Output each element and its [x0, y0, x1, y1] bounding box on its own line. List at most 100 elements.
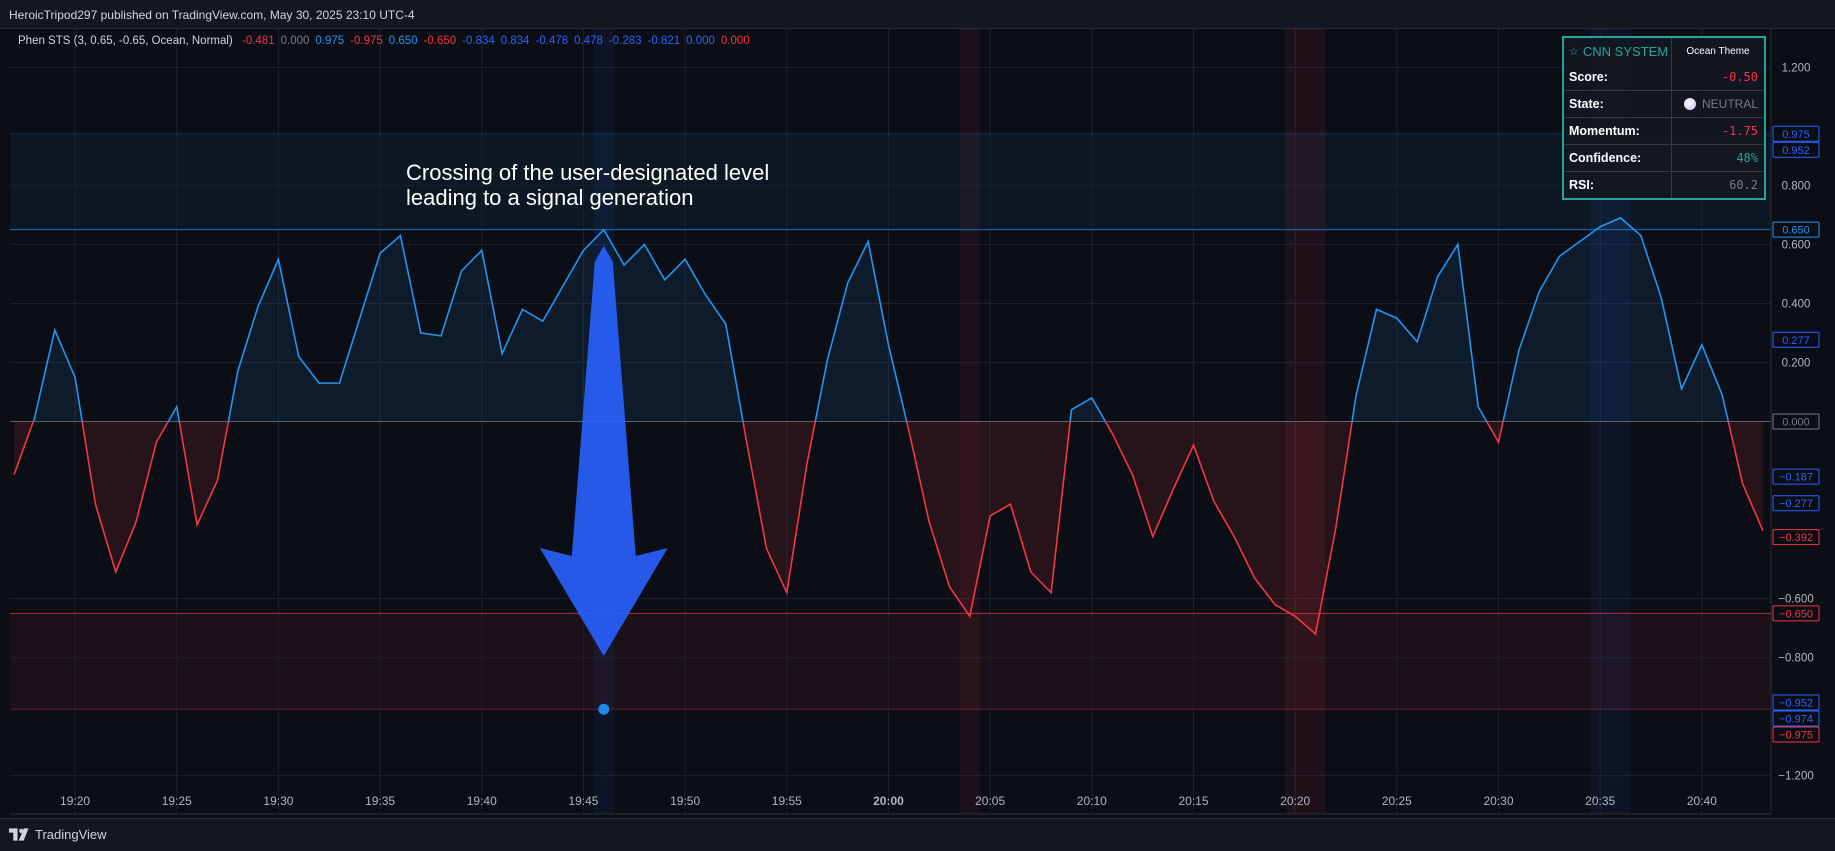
bull-line-segment [167, 404, 181, 422]
price-label-box [1772, 125, 1820, 142]
table-row-value: 48% [1736, 151, 1758, 165]
price-label: 0.650 [1782, 225, 1810, 237]
price-label-box [1772, 413, 1820, 430]
x-tick-label: 19:20 [60, 794, 90, 808]
legend-value: -0.834 [462, 35, 495, 47]
area-fill [1503, 217, 1729, 422]
legend-value: -0.481 [241, 35, 275, 47]
price-label-box [1772, 221, 1820, 238]
x-tick-label: 20:05 [975, 794, 1005, 808]
down-arrow-icon [539, 246, 668, 656]
signal-dot [598, 703, 610, 715]
annotation-line-2: leading to a signal generation [406, 185, 694, 210]
x-tick-label: 20:15 [1178, 794, 1208, 808]
x-tick-label: 20:20 [1280, 794, 1310, 808]
x-tick-label: 19:50 [670, 794, 700, 808]
tradingview-logo[interactable]: TradingView [9, 827, 107, 842]
x-tick-label: 20:00 [873, 794, 904, 808]
area-fill [742, 421, 816, 593]
area-fill [1352, 244, 1487, 422]
annotation-text: Crossing of the user-designated level le… [406, 160, 769, 210]
price-label: −0.975 [1779, 729, 1813, 741]
y-tick-label: 1.200 [1782, 62, 1811, 74]
price-label: 0.952 [1782, 145, 1810, 157]
price-label-box [1772, 726, 1820, 743]
price-label: −0.952 [1779, 697, 1813, 709]
state-dot-icon [1683, 98, 1696, 110]
table-row-label: Momentum: [1564, 118, 1672, 144]
y-tick-label: 0.200 [1782, 357, 1811, 369]
price-label-box [1772, 331, 1820, 348]
y-tick-label: 0.400 [1782, 298, 1811, 310]
table-row-value: NEUTRAL [1672, 91, 1764, 117]
price-label: −0.974 [1779, 713, 1813, 725]
price-label: 0.975 [1782, 129, 1810, 141]
price-label-box [1772, 694, 1820, 711]
legend-value: -0.650 [423, 35, 457, 47]
legend-value: -0.283 [608, 35, 642, 47]
bear-line-segment [742, 421, 817, 596]
table-title: ☆ CNN SYSTEM [1564, 38, 1672, 64]
star-icon: ☆ [1569, 45, 1579, 58]
legend-value: -0.821 [647, 35, 681, 47]
indicator-values: -0.481 0.000 0.975 -0.975 0.650 -0.650 -0.834 0… [242, 35, 756, 47]
publish-info: HeroicTripod297 published on TradingView… [9, 8, 415, 22]
table-row-value: 60.2 [1729, 178, 1758, 192]
y-tick-label: 0.600 [1782, 239, 1811, 251]
area-fill [179, 421, 229, 525]
x-tick-label: 19:30 [263, 794, 293, 808]
legend-value: 0.650 [388, 35, 418, 47]
legend-value: 0.975 [315, 35, 345, 47]
indicator-legend[interactable]: Phen STS (3, 0.65, -0.65, Ocean, Normal)… [18, 35, 762, 47]
table-theme: Ocean Theme [1686, 45, 1750, 57]
legend-value: 0.000 [720, 35, 750, 47]
x-tick-label: 20:35 [1585, 794, 1615, 808]
table-row-label: Confidence: [1564, 145, 1672, 171]
price-label: −0.392 [1779, 532, 1813, 544]
x-tick-label: 19:55 [772, 794, 802, 808]
price-label: −0.187 [1779, 472, 1813, 484]
bear-line-segment [13, 421, 35, 475]
bull-line-segment [1502, 216, 1730, 422]
area-fill [1105, 421, 1353, 634]
bull-line-segment [1351, 242, 1488, 422]
price-label: 0.000 [1782, 417, 1810, 429]
table-row-label: Score: [1564, 64, 1672, 90]
legend-value: -0.478 [535, 35, 569, 47]
bull-line-segment [814, 239, 908, 422]
lower-zone [10, 613, 1771, 710]
table-row: RSI: 60.2 [1564, 171, 1764, 198]
indicator-name: Phen STS (3, 0.65, -0.65, Ocean, Normal) [18, 35, 233, 47]
price-label-box [1772, 468, 1820, 485]
bear-line-segment [1485, 421, 1504, 445]
price-label: 0.277 [1782, 335, 1810, 347]
bull-line-segment [1069, 396, 1107, 422]
area-fill [33, 330, 83, 422]
x-tick-label: 20:40 [1687, 794, 1717, 808]
bear-line-segment [178, 421, 230, 528]
table-row: State: NEUTRAL [1564, 90, 1764, 117]
area-fill [906, 421, 1071, 617]
y-tick-label: −1.200 [1778, 771, 1814, 783]
legend-value: -0.975 [350, 35, 383, 47]
table-row-value: -1.75 [1721, 124, 1758, 138]
bear-line-segment [81, 421, 169, 575]
legend-value: 0.478 [574, 35, 603, 47]
bear-line-segment [1104, 421, 1353, 636]
bear-line-segment [1727, 421, 1764, 532]
x-tick-label: 19:40 [467, 794, 497, 808]
price-label-box [1772, 710, 1820, 727]
area-fill [815, 241, 907, 422]
price-label-box [1772, 141, 1820, 158]
x-tick-label: 20:10 [1077, 794, 1107, 808]
y-tick-label: 0.800 [1782, 180, 1811, 192]
legend-value: 0.000 [280, 35, 310, 47]
table-row-value: -0.50 [1721, 70, 1758, 84]
bull-line-segment [32, 327, 83, 422]
x-tick-label: 19:45 [568, 794, 598, 808]
table-row: Score: -0.50 [1564, 64, 1764, 90]
area-fill [1070, 397, 1106, 422]
y-tick-label: −0.800 [1778, 653, 1814, 665]
footer-bar: TradingView [0, 818, 1835, 851]
